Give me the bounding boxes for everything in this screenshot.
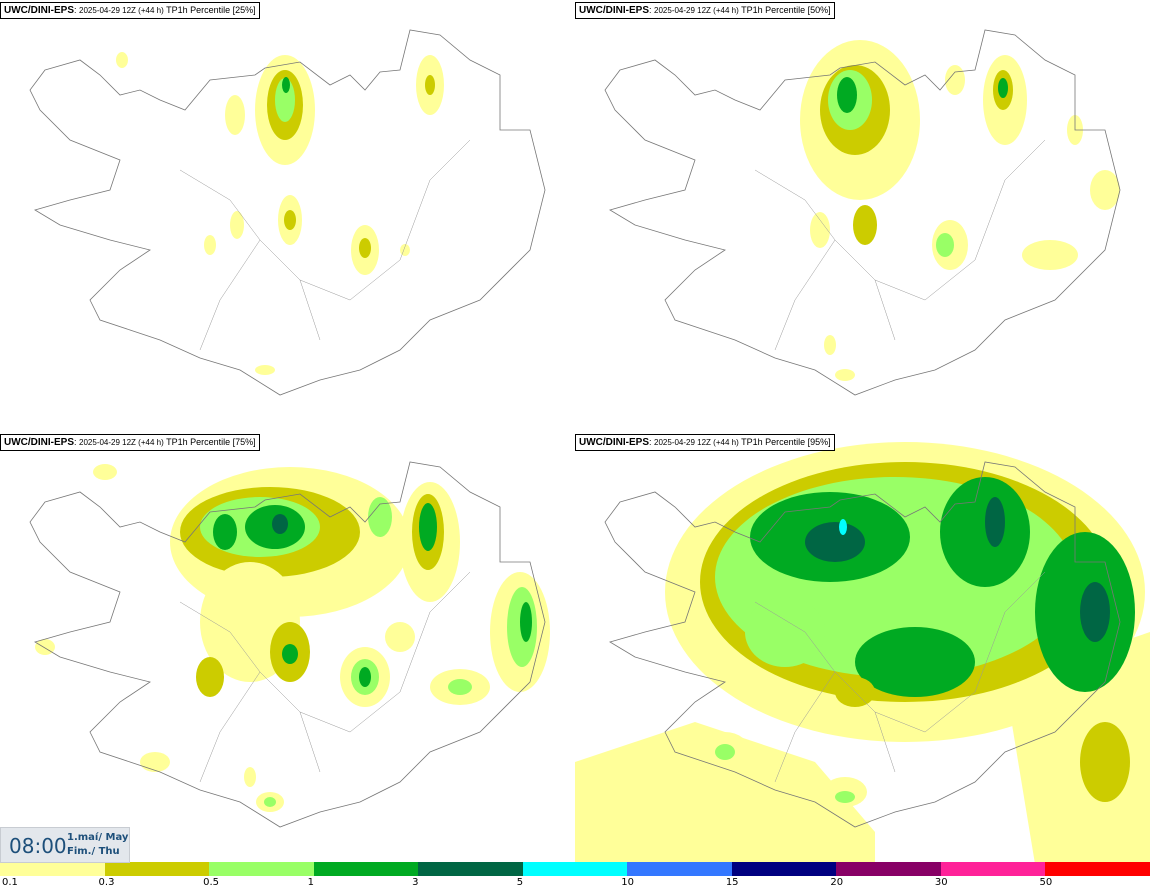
panel-title: UWC/DINI-EPS: 2025-04-29 12Z (+44 h) TP1… <box>575 2 835 19</box>
legend-swatch <box>731 862 837 876</box>
legend-tick-label: 0.5 <box>203 877 219 888</box>
panel-source: UWC/DINI-EPS <box>4 437 74 448</box>
map-panel-p75: UWC/DINI-EPS: 2025-04-29 12Z (+44 h) TP1… <box>0 432 575 864</box>
panel-run-time: 2025-04-29 12Z (+44 h) <box>79 6 164 15</box>
legend-tick-labels: 0.1 0.3 0.5 1 3 5 10 15 20 30 50 <box>0 877 1150 891</box>
panel-variable: TP1h Percentile [95%] <box>741 437 831 447</box>
valid-date-line2: Fim./ Thu <box>67 846 120 857</box>
legend-swatch <box>836 862 941 876</box>
panel-title: UWC/DINI-EPS: 2025-04-29 12Z (+44 h) TP1… <box>0 434 260 451</box>
legend-tick-label: 1 <box>307 877 314 888</box>
precip-shading <box>116 52 444 375</box>
coastline <box>29 29 546 396</box>
precip-shading <box>800 40 1120 381</box>
legend-tick-label: 3 <box>412 877 419 888</box>
precip-map <box>29 29 546 396</box>
region-borders <box>754 139 1046 351</box>
panel-variable: TP1h Percentile [25%] <box>166 5 256 15</box>
valid-time-box: 08:00 1.maí/ May Fim./ Thu <box>0 827 130 863</box>
legend-swatch <box>940 862 1046 876</box>
legend-swatch <box>104 862 210 876</box>
panel-run-time: 2025-04-29 12Z (+44 h) <box>654 6 739 15</box>
panel-title: UWC/DINI-EPS: 2025-04-29 12Z (+44 h) TP1… <box>575 434 835 451</box>
coastline <box>604 461 1121 828</box>
region-borders <box>754 571 1046 783</box>
precip-shading <box>575 442 1150 864</box>
legend-tick-label: 0.1 <box>2 877 18 888</box>
legend-tick-label: 5 <box>516 877 524 888</box>
panel-run-time: 2025-04-29 12Z (+44 h) <box>79 438 164 447</box>
precip-map <box>29 461 550 828</box>
map-panel-p95: UWC/DINI-EPS: 2025-04-29 12Z (+44 h) TP1… <box>575 432 1150 864</box>
legend-swatch <box>1045 862 1150 876</box>
legend-swatch <box>627 862 732 876</box>
legend-tick-label: 50 <box>1039 877 1053 888</box>
coastline <box>604 29 1121 396</box>
panel-variable: TP1h Percentile [50%] <box>741 5 831 15</box>
legend-swatch <box>0 862 105 876</box>
legend-swatch <box>313 862 419 876</box>
precip-shading <box>35 464 550 812</box>
legend-swatch <box>418 862 523 876</box>
panel-variable: TP1h Percentile [75%] <box>166 437 256 447</box>
region-borders <box>179 139 471 351</box>
legend-tick-label: 30 <box>934 877 948 888</box>
valid-date-line1: 1.maí/ May <box>67 832 129 843</box>
coastline <box>29 461 546 828</box>
legend-tick-label: 15 <box>725 877 739 888</box>
panel-run-time: 2025-04-29 12Z (+44 h) <box>654 438 739 447</box>
legend-tick-label: 20 <box>830 877 844 888</box>
legend-tick-label: 0.3 <box>98 877 115 888</box>
legend-swatch <box>522 862 628 876</box>
panel-title: UWC/DINI-EPS: 2025-04-29 12Z (+44 h) TP1… <box>0 2 260 19</box>
legend-tick-label: 10 <box>621 877 634 888</box>
legend-colorbar <box>0 862 1150 876</box>
precip-map <box>604 29 1121 396</box>
precip-map <box>575 442 1150 864</box>
map-panel-p25: UWC/DINI-EPS: 2025-04-29 12Z (+44 h) TP1… <box>0 0 575 432</box>
valid-time: 08:00 <box>9 834 67 858</box>
map-panel-p50: UWC/DINI-EPS: 2025-04-29 12Z (+44 h) TP1… <box>575 0 1150 432</box>
legend-swatch <box>209 862 314 876</box>
panel-source: UWC/DINI-EPS <box>579 5 649 16</box>
panel-source: UWC/DINI-EPS <box>579 437 649 448</box>
panel-source: UWC/DINI-EPS <box>4 5 74 16</box>
region-borders <box>179 571 471 783</box>
